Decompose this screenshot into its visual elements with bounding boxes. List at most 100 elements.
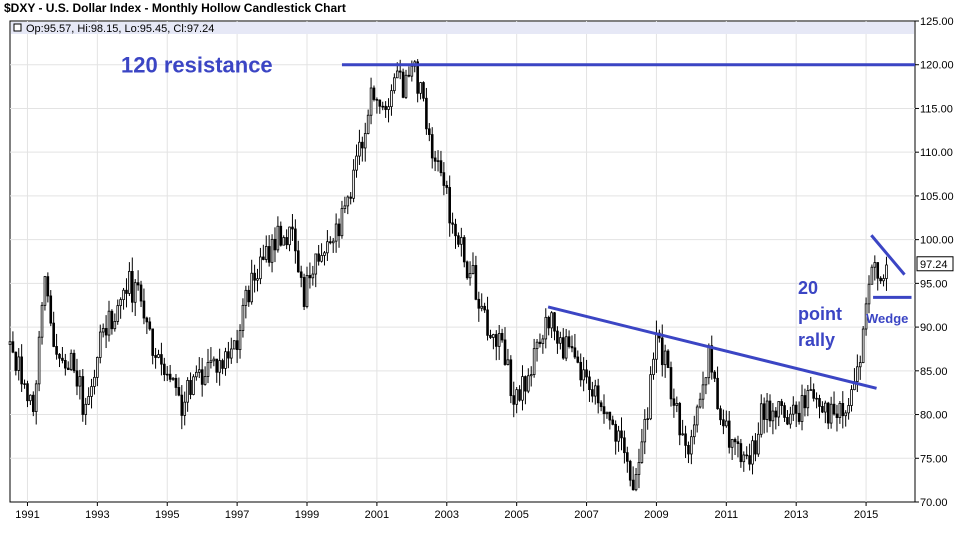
candle <box>564 328 568 362</box>
candle <box>43 275 47 311</box>
x-tick-label: 1995 <box>155 509 179 521</box>
candle <box>133 279 137 316</box>
candle <box>195 365 198 381</box>
candle <box>20 344 23 392</box>
candle <box>727 411 731 454</box>
candle <box>879 276 882 284</box>
x-tick-label: 2001 <box>365 509 389 521</box>
candle <box>433 150 437 172</box>
candle <box>681 419 684 436</box>
rally-label-line: 20 <box>798 278 818 298</box>
candle <box>649 366 652 421</box>
candle <box>771 402 775 435</box>
candle <box>663 344 667 378</box>
candle <box>328 236 332 245</box>
candle <box>570 335 574 353</box>
candle <box>209 347 213 369</box>
candle <box>366 109 370 135</box>
candle <box>285 229 288 250</box>
candle <box>847 397 850 420</box>
candle <box>37 330 41 392</box>
candle <box>279 221 283 247</box>
candle <box>128 262 131 297</box>
candle <box>521 365 524 411</box>
candle <box>559 331 562 350</box>
candle <box>617 425 620 452</box>
y-tick-label: 70.00 <box>920 497 948 509</box>
candle <box>882 274 885 287</box>
candle <box>821 401 824 414</box>
candle <box>308 262 312 289</box>
candle <box>733 437 737 456</box>
y-tick-label: 80.00 <box>920 410 948 422</box>
candle <box>218 348 221 386</box>
candle <box>31 391 35 417</box>
candle <box>259 247 262 285</box>
candle <box>856 354 859 392</box>
x-tick-label: 2011 <box>714 509 738 521</box>
candle <box>221 358 224 375</box>
candle <box>361 136 364 162</box>
candle <box>55 333 58 360</box>
ohlc-readout: Op:95.57, Hi:98.15, Lo:95.45, Cl:97.24 <box>26 23 214 35</box>
candle <box>556 326 559 354</box>
candle <box>276 216 280 253</box>
candle <box>561 328 565 360</box>
candle <box>777 401 781 427</box>
candle <box>757 422 760 457</box>
candle <box>81 369 85 422</box>
candle <box>806 384 810 417</box>
candle <box>186 377 189 412</box>
candle <box>40 302 44 345</box>
candle <box>244 285 248 319</box>
candle <box>116 299 120 325</box>
candle <box>107 300 111 342</box>
candle <box>611 415 615 426</box>
candle <box>483 302 486 313</box>
candle <box>742 451 746 472</box>
candle <box>270 234 274 273</box>
candle <box>704 377 708 395</box>
candle <box>8 337 12 351</box>
candle <box>200 357 204 397</box>
candle <box>227 341 230 369</box>
ohlc-info-bar <box>11 22 914 34</box>
candle <box>145 316 149 335</box>
candle <box>567 330 571 349</box>
candle <box>148 317 152 331</box>
candle <box>698 392 702 409</box>
candle <box>736 435 740 458</box>
candle <box>527 368 530 394</box>
candle <box>445 180 449 195</box>
candle <box>61 346 64 364</box>
candle <box>58 353 61 368</box>
candle <box>113 313 117 332</box>
candle <box>66 361 70 371</box>
candle <box>267 235 271 267</box>
candle <box>104 315 108 349</box>
candle <box>797 401 801 425</box>
candle <box>378 99 382 114</box>
x-tick-label: 2009 <box>644 509 668 521</box>
candle <box>398 59 402 80</box>
candle <box>451 212 454 234</box>
candle <box>122 287 125 310</box>
candle <box>588 370 591 402</box>
candle <box>553 312 556 341</box>
candle <box>687 441 690 464</box>
x-tick-label: 1991 <box>15 509 39 521</box>
candle <box>876 262 880 291</box>
candle <box>291 214 294 241</box>
candle <box>430 127 434 169</box>
candle <box>751 435 754 475</box>
x-tick-label: 2007 <box>574 509 598 521</box>
candle <box>675 396 679 413</box>
candle <box>710 335 714 380</box>
candle <box>480 293 484 312</box>
candle <box>850 385 853 412</box>
candle <box>23 379 26 389</box>
candle <box>515 387 518 414</box>
candle <box>759 394 763 438</box>
candle <box>96 356 99 387</box>
